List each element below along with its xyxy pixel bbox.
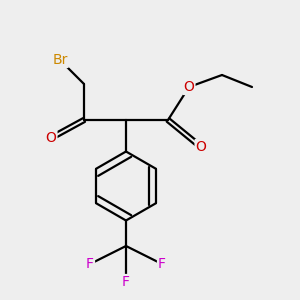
Text: O: O [184, 80, 194, 94]
Text: O: O [46, 131, 56, 145]
Text: F: F [158, 257, 166, 271]
Text: F: F [86, 257, 94, 271]
Text: O: O [196, 140, 206, 154]
Text: F: F [122, 275, 130, 289]
Text: Br: Br [52, 53, 68, 67]
